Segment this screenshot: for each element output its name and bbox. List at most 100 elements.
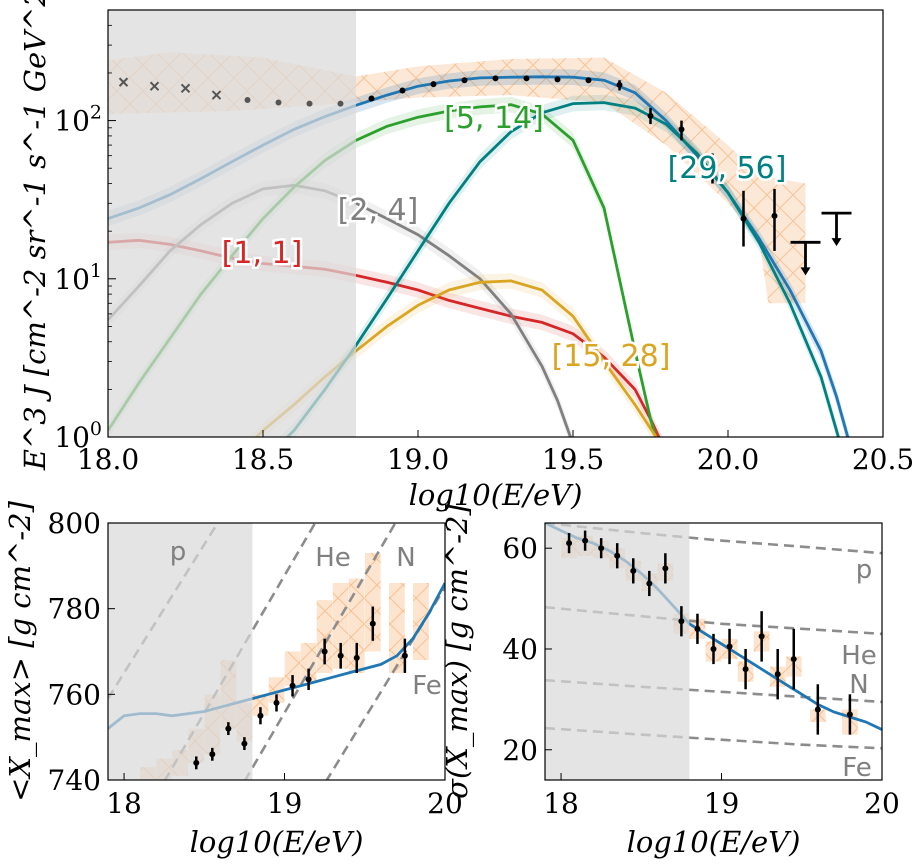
y-tick-label: 800 [48, 507, 101, 540]
spectrum-point-cross [149, 81, 160, 91]
x-tick-label: 19 [267, 787, 303, 820]
spectrum-point-cross [180, 83, 191, 93]
data-point [814, 706, 821, 713]
data-point [790, 656, 797, 663]
data-point [321, 648, 328, 655]
sys-box-hatch [252, 694, 269, 716]
data-point [582, 537, 589, 544]
data-point [630, 567, 637, 574]
group-29-56-label: [29, 56] [668, 151, 787, 186]
spectrum-x-axis-label: log10(E/eV) [409, 478, 583, 512]
data-point [566, 540, 573, 547]
spectrum-point [709, 165, 716, 172]
group-5-14-label: [5, 14] [444, 101, 544, 136]
group-1-1-label: [1, 1] [222, 236, 303, 271]
y-tick-label: 100 [54, 418, 102, 454]
data-point [209, 751, 216, 758]
spectrum-point [275, 99, 282, 106]
spectrum-point [399, 87, 406, 94]
spectrum-point [523, 75, 530, 82]
y-tick-label: 102 [54, 102, 102, 138]
data-point [726, 643, 733, 650]
spectrum-point [647, 112, 654, 119]
data-point [305, 676, 312, 683]
composition-label-N: N [849, 670, 868, 700]
y-tick-label: 60 [502, 532, 538, 565]
group-15-28-label: [15, 28] [552, 339, 671, 374]
data-point [694, 625, 701, 632]
sys-box-hatch [332, 582, 349, 669]
data-point [193, 759, 200, 766]
x-tick-label: 19.0 [387, 443, 449, 476]
x-tick-label: 20.5 [852, 443, 914, 476]
spectrum-point [616, 81, 623, 88]
y-tick-label: 40 [502, 633, 538, 666]
data-point [662, 565, 669, 572]
sys-box-hatch [364, 552, 381, 652]
data-point [241, 740, 248, 747]
data-point [257, 712, 264, 719]
spectrum-plot-area [108, 10, 850, 437]
x-tick-label: 18 [106, 787, 142, 820]
y-tick-label: 760 [48, 678, 101, 711]
upper-limit-arrow [831, 238, 842, 247]
x-tick-label: 20 [427, 787, 463, 820]
xmax-mean-y-axis-label: <X_max> [g cm^-2] [3, 500, 38, 801]
xmax-mean-x-axis-label: log10(E/eV) [190, 825, 364, 859]
fit-uncertainty-hatch [108, 52, 806, 304]
group-2-4-label: [2, 4] [338, 193, 419, 228]
x-tick-label: 18.5 [232, 443, 294, 476]
y-tick-label: 740 [48, 764, 101, 797]
composition-label-N: N [396, 543, 415, 573]
x-tick-label: 18.0 [77, 443, 139, 476]
spectrum-point [368, 95, 375, 102]
data-point [846, 711, 853, 718]
spectrum-point [554, 76, 561, 83]
spectrum-point [337, 100, 344, 107]
data-point [273, 699, 280, 706]
spectrum-point [740, 215, 747, 222]
data-point [598, 545, 605, 552]
data-point [369, 620, 376, 627]
sys-box-hatch [284, 651, 301, 686]
shaded-low-energy-region [108, 523, 253, 780]
sys-box-hatch [348, 578, 365, 673]
composition-label-p: p [856, 555, 873, 585]
y-tick-label: 780 [48, 593, 101, 626]
data-point [289, 682, 296, 689]
spectrum-point [585, 77, 592, 84]
group-29-56-line [285, 101, 840, 437]
sys-box-hatch [413, 582, 429, 661]
x-tick-label: 19.5 [542, 443, 604, 476]
xmax-sigma-x-axis-label: log10(E/eV) [627, 825, 801, 859]
spectrum-point [244, 96, 251, 103]
x-tick-label: 20.0 [697, 443, 759, 476]
xmax-sigma-axes-frame [544, 522, 883, 781]
spectrum-y-axis-label: E^3 J [cm^-2 sr^-1 s^-1 GeV^2] [18, 0, 52, 471]
sys-box-hatch [268, 677, 285, 703]
composition-label-Fe: Fe [412, 671, 442, 701]
spectrum-point [771, 212, 778, 219]
data-point [646, 580, 653, 587]
shaded-low-energy-region [108, 10, 356, 437]
y-tick-label: 20 [502, 734, 538, 767]
spectrum-point-cross [211, 90, 222, 100]
xmax-sigma-panel: p HeN Fe 18 19 20 20 40 60 log10(E/eV) σ(X_max) [g… [440, 504, 900, 859]
data-point [337, 652, 344, 659]
data-point [225, 725, 232, 732]
spectrum-panel: [1, 1][2, 4][5, 14][15, 28][29, 56]18.0 1… [18, 0, 914, 512]
data-point [678, 618, 685, 625]
xmax-mean-panel: p He N Fe 18 19 20 740 760 780 800 log10(E/eV) <X_ma… [3, 500, 463, 859]
spectrum-point [430, 81, 437, 88]
spectrum-point [492, 75, 499, 82]
spectrum-point [306, 100, 313, 107]
sys-box-hatch [300, 642, 317, 682]
composition-label-Fe: Fe [842, 753, 872, 783]
xmax-sigma-y-axis-label: σ(X_max) [g cm^-2] [440, 504, 475, 799]
upper-limit-arrow [800, 267, 811, 276]
xmax-mean-plot-area [108, 523, 445, 780]
data-point [758, 633, 765, 640]
spectrum-point [461, 77, 468, 84]
y-tick-label: 101 [54, 260, 102, 296]
